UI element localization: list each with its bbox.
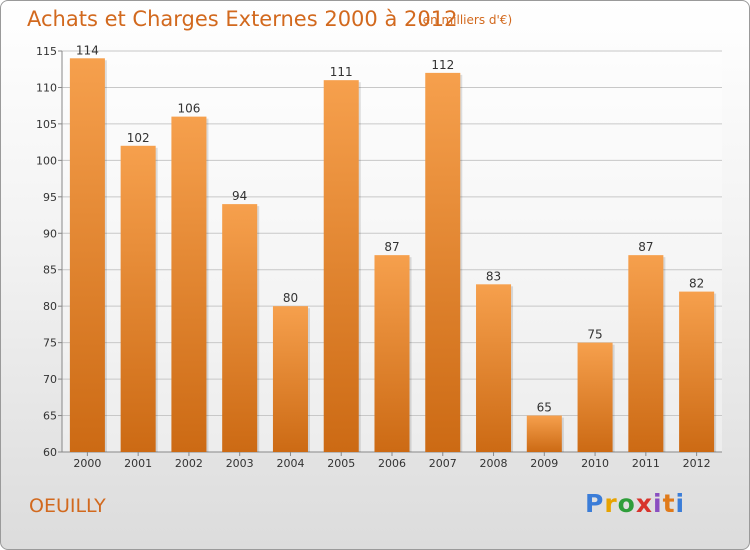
- logo-letter: o: [617, 489, 636, 518]
- data-label: 87: [638, 240, 653, 254]
- x-tick-label: 2003: [226, 457, 254, 470]
- data-label: 94: [232, 189, 247, 203]
- x-tick-label: 2007: [429, 457, 457, 470]
- x-tick-label: 2008: [480, 457, 508, 470]
- bar-2002: [171, 116, 207, 453]
- logo-letter: t: [662, 489, 676, 518]
- bar-2011: [628, 255, 664, 452]
- y-tick-label: 105: [36, 118, 57, 131]
- x-tick-label: 2012: [683, 457, 711, 470]
- y-tick-label: 80: [43, 300, 57, 313]
- logo-letter: i: [653, 489, 663, 518]
- y-tick-label: 60: [43, 446, 57, 459]
- x-tick-label: 2011: [632, 457, 660, 470]
- x-tick-label: 2001: [124, 457, 152, 470]
- data-label: 75: [587, 328, 602, 342]
- bar-2004: [272, 306, 308, 452]
- y-tick-label: 95: [43, 191, 57, 204]
- data-label: 87: [384, 240, 399, 254]
- y-tick-label: 115: [36, 45, 57, 58]
- chart-subtitle: (en milliers d'€): [418, 13, 513, 27]
- y-tick-label: 75: [43, 337, 57, 350]
- logo-letter: i: [675, 489, 686, 518]
- data-label: 82: [689, 277, 704, 291]
- proxiti-logo[interactable]: Proxiti: [585, 489, 685, 518]
- chart-title: Achats et Charges Externes 2000 à 2012: [27, 7, 458, 31]
- x-tick-label: 2009: [530, 457, 558, 470]
- logo-letter: r: [604, 489, 618, 518]
- y-tick-label: 90: [43, 227, 57, 240]
- bar-2009: [526, 415, 562, 452]
- data-label: 80: [283, 291, 298, 305]
- data-label: 102: [127, 131, 150, 145]
- bar-2010: [577, 342, 613, 452]
- data-label: 65: [537, 401, 552, 415]
- bar-2006: [374, 255, 410, 452]
- y-tick-label: 65: [43, 410, 57, 423]
- y-tick-label: 85: [43, 264, 57, 277]
- x-tick-label: 2010: [581, 457, 609, 470]
- data-label: 114: [76, 43, 99, 57]
- x-tick-label: 2005: [327, 457, 355, 470]
- y-tick-label: 70: [43, 373, 57, 386]
- logo-letter: x: [635, 489, 653, 518]
- x-tick-label: 2000: [73, 457, 101, 470]
- town-name: OEUILLY: [29, 495, 106, 517]
- x-tick-label: 2004: [276, 457, 304, 470]
- bar-2005: [323, 80, 359, 452]
- data-label: 106: [177, 102, 200, 116]
- data-label: 111: [330, 65, 353, 79]
- bar-2012: [679, 291, 715, 452]
- bar-2008: [476, 284, 512, 452]
- logo-letter: P: [585, 489, 605, 518]
- y-tick-label: 110: [36, 81, 57, 94]
- bar-2001: [120, 145, 156, 453]
- bar-2007: [425, 72, 461, 452]
- x-tick-label: 2006: [378, 457, 406, 470]
- x-tick-label: 2002: [175, 457, 203, 470]
- y-tick-label: 100: [36, 154, 57, 167]
- bar-2003: [222, 204, 258, 452]
- data-label: 112: [431, 58, 454, 72]
- bar-2000: [69, 58, 105, 453]
- data-label: 83: [486, 269, 501, 283]
